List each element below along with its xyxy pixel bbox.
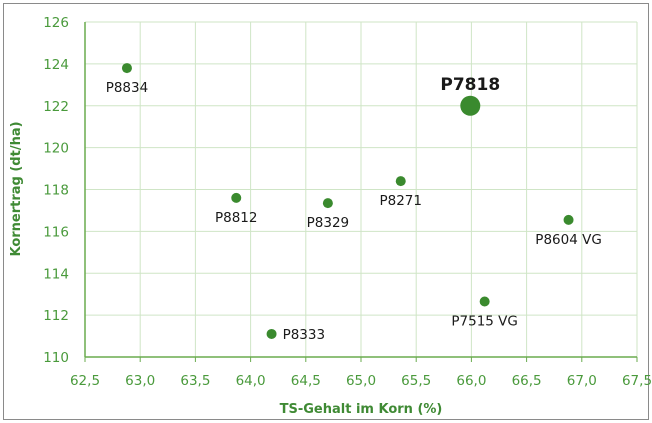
point-label: P8604 VG [535, 232, 602, 248]
point-label: P8834 [106, 80, 149, 96]
point-label: P8329 [307, 215, 350, 231]
y-tick-label: 112 [43, 308, 69, 324]
x-tick-label: 63,0 [125, 373, 155, 389]
y-tick-label: 116 [43, 224, 69, 240]
point-label: P7515 VG [451, 314, 518, 330]
y-tick-label: 124 [43, 57, 69, 73]
axes [84, 22, 638, 362]
point-label: P7818 [440, 75, 500, 95]
x-tick-label: 62,5 [70, 373, 100, 389]
x-tick-label: 67,0 [567, 373, 597, 389]
y-tick-labels: 110 112 114 116 118 120 122 124 126 [43, 15, 69, 366]
data-point [395, 176, 406, 187]
x-tick-label: 67,5 [622, 373, 652, 389]
point-labels: P8834 P7818 P8812 P8329 P8271 P8604 VG P7515 V… [106, 75, 602, 343]
data-point [563, 214, 574, 225]
x-tick-label: 66,0 [456, 373, 486, 389]
data-point [479, 296, 490, 307]
y-tick-label: 120 [43, 141, 69, 157]
y-tick-label: 118 [43, 183, 69, 199]
point-label: P8812 [215, 210, 258, 226]
y-tick-label: 126 [43, 15, 69, 31]
y-tick-label: 122 [43, 99, 69, 115]
data-point [231, 192, 242, 203]
grid-lines [85, 21, 638, 357]
data-points [121, 63, 574, 339]
x-tick-label: 65,0 [346, 373, 376, 389]
x-tick-label: 65,5 [401, 373, 431, 389]
data-point [460, 95, 481, 116]
x-tick-label: 64,5 [291, 373, 321, 389]
data-point [322, 198, 333, 209]
point-label: P8271 [379, 193, 422, 209]
data-point [266, 328, 277, 339]
x-tick-labels: 62,5 63,0 63,5 64,0 64,5 65,0 65,5 66,0 66,5 67,0… [70, 373, 652, 389]
x-tick-label: 64,0 [236, 373, 266, 389]
y-tick-label: 114 [43, 266, 69, 282]
point-label: P8333 [283, 327, 326, 343]
x-axis-title: TS-Gehalt im Korn (%) [280, 402, 443, 417]
chart-frame [3, 3, 649, 420]
y-tick-label: 110 [43, 350, 69, 366]
x-tick-label: 63,5 [180, 373, 210, 389]
data-point [121, 63, 132, 74]
x-tick-label: 66,5 [512, 373, 542, 389]
y-axis-title: Kornertrag (dt/ha) [9, 121, 24, 256]
